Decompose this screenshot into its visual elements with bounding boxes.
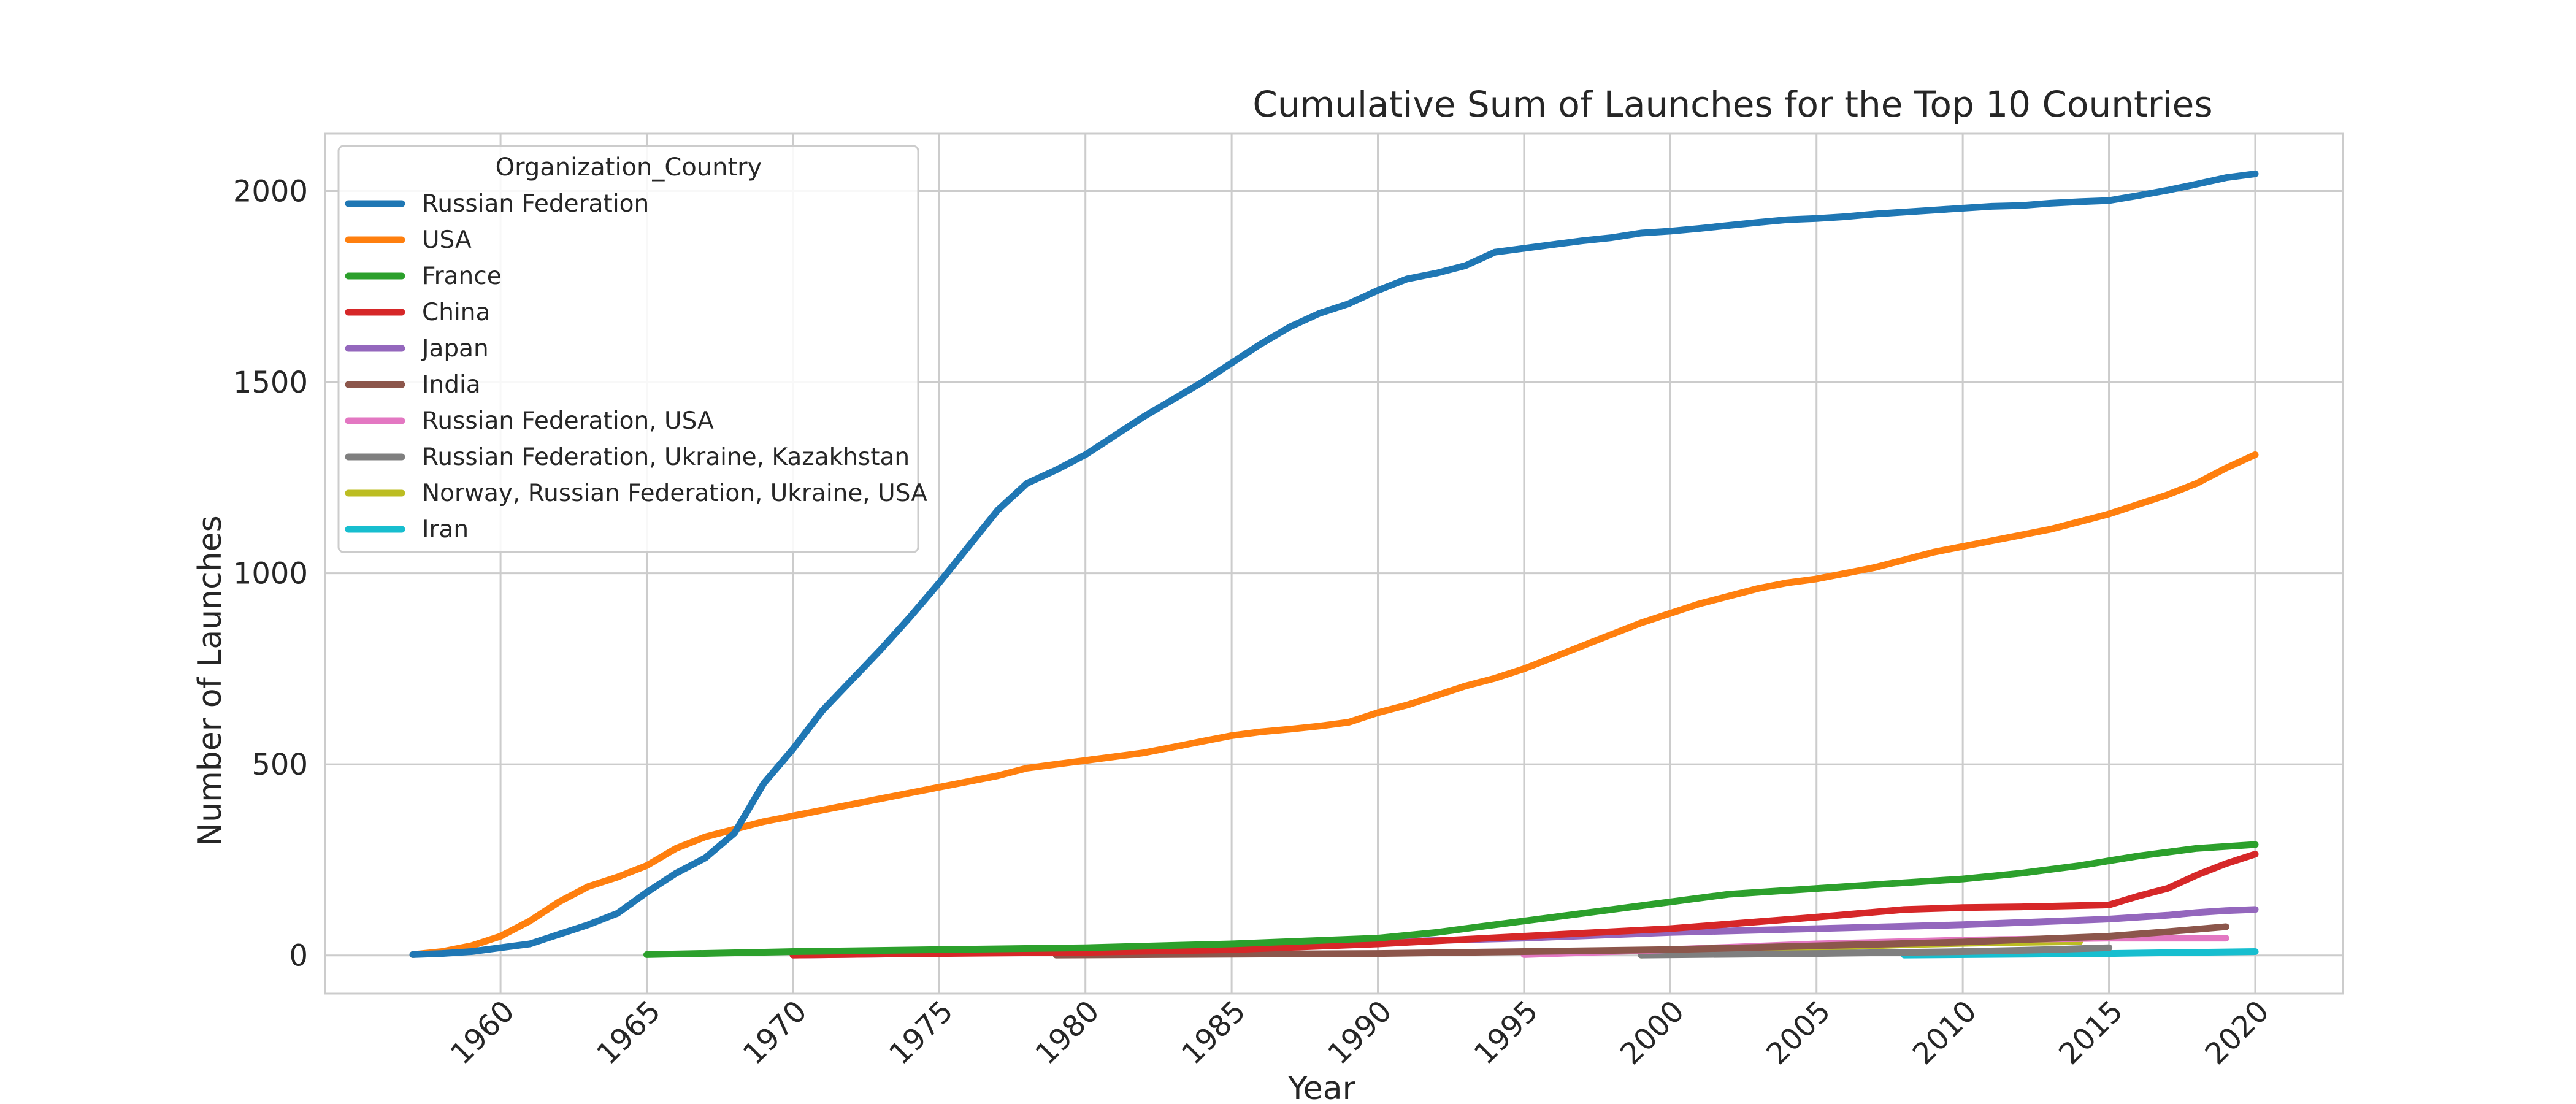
series-line-6 — [1052, 923, 2229, 959]
series-lines — [409, 170, 2259, 959]
y-tick-label: 1500 — [233, 366, 308, 400]
y-tick-label: 0 — [289, 939, 308, 973]
series-line-3 — [643, 841, 2259, 958]
legend-label: India — [422, 371, 481, 399]
series-line-1 — [409, 170, 2259, 958]
y-tick-label: 2000 — [233, 174, 308, 209]
plot-frame — [324, 132, 2344, 995]
y-tick-label: 1000 — [233, 557, 308, 591]
legend-label: China — [422, 299, 490, 326]
legend-frame — [337, 145, 919, 553]
chart-title: Cumulative Sum of Launches for the Top 1… — [1252, 83, 2212, 125]
legend-label: Russian Federation, USA — [422, 407, 714, 435]
legend-label: Iran — [422, 516, 469, 543]
legend-label: France — [422, 263, 502, 290]
y-axis-title: Number of Launches — [192, 515, 229, 846]
series-line-8 — [1638, 944, 2113, 959]
legend-label: Russian Federation, Ukraine, Kazakhstan — [422, 443, 910, 471]
legend-label: Russian Federation — [422, 190, 649, 218]
legend-label: USA — [422, 226, 472, 254]
legend-label: Norway, Russian Federation, Ukraine, USA — [422, 480, 927, 507]
legend-title: Organization_Country — [496, 153, 762, 182]
legend: Organization_Country Russian Federation U… — [337, 145, 927, 553]
legend-label: Japan — [420, 335, 489, 362]
series-line-4 — [789, 851, 2259, 959]
y-tick-label: 500 — [251, 748, 308, 782]
series-line-2 — [409, 451, 2259, 958]
x-axis-title: Year — [1287, 1070, 1356, 1104]
